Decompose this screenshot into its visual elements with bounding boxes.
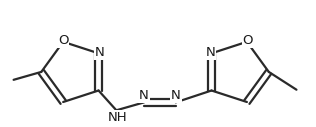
Text: NH: NH: [107, 111, 127, 124]
Text: O: O: [243, 34, 253, 47]
Text: O: O: [58, 34, 68, 47]
Text: N: N: [95, 46, 104, 59]
Text: N: N: [171, 89, 180, 102]
Text: N: N: [206, 46, 216, 59]
Text: N: N: [139, 89, 149, 102]
